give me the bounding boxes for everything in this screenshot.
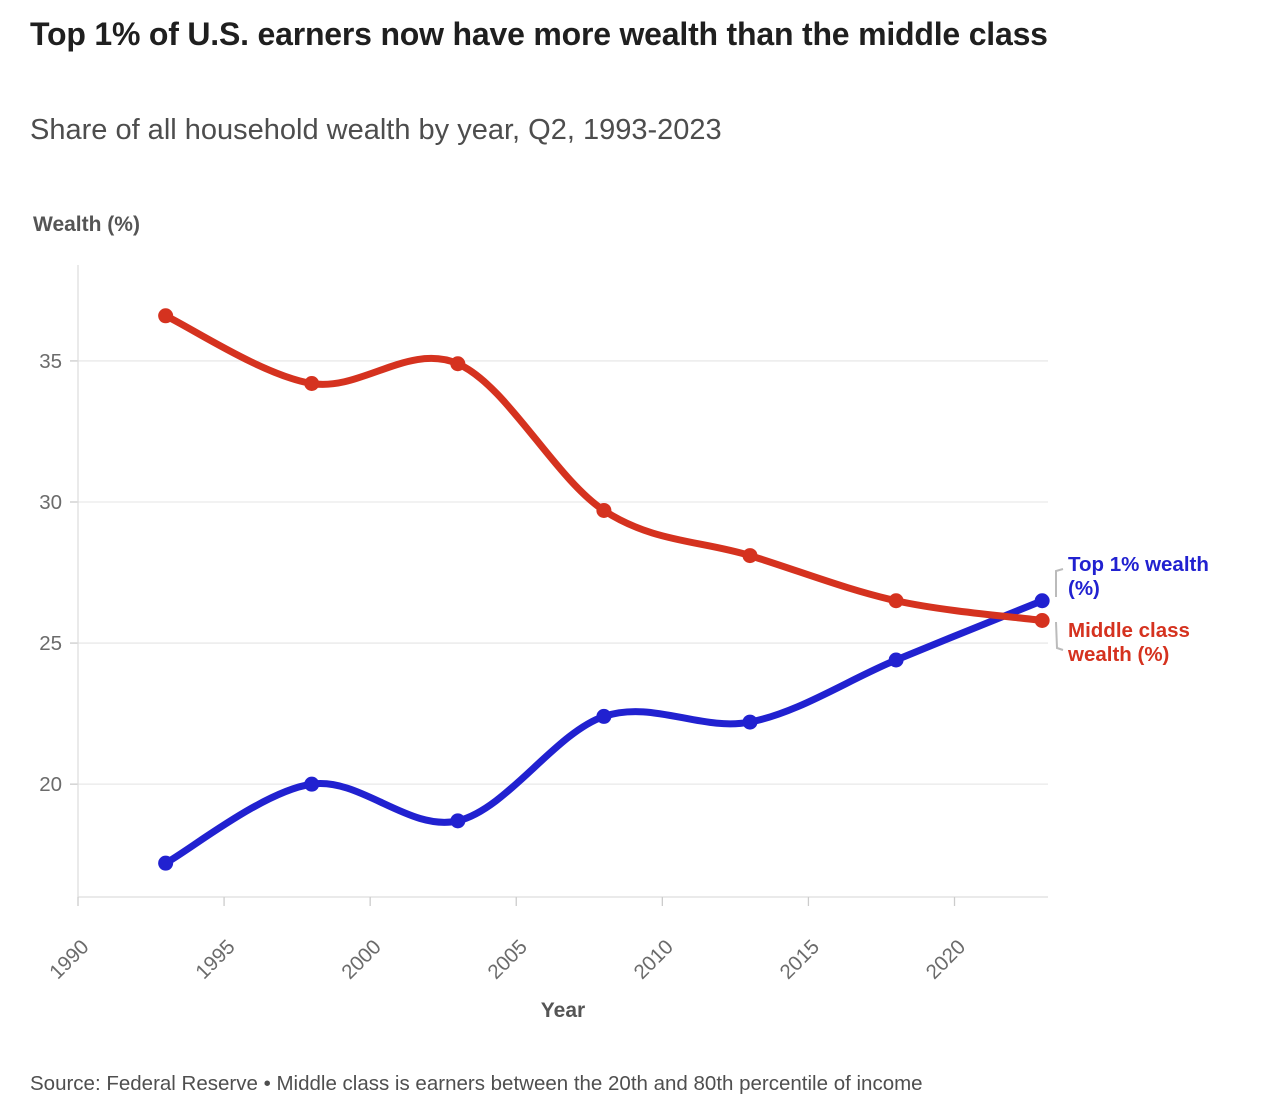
x-tick-label-2010: 2010 bbox=[629, 935, 678, 984]
data-point-0-2013 bbox=[742, 714, 758, 730]
data-point-0-2003 bbox=[450, 813, 466, 829]
x-tick-label-1990: 1990 bbox=[45, 935, 94, 984]
data-point-1-2003 bbox=[450, 356, 466, 372]
chart-title: Top 1% of U.S. earners now have more wea… bbox=[30, 16, 1048, 52]
legend-label-middle: Middle class wealth (%) bbox=[1068, 619, 1190, 666]
data-point-1-2018 bbox=[888, 593, 904, 609]
x-tick-label-2005: 2005 bbox=[483, 935, 532, 984]
x-tick-label-2020: 2020 bbox=[922, 935, 971, 984]
y-tick-label-35: 35 bbox=[39, 350, 62, 373]
data-point-0-1998 bbox=[304, 776, 320, 792]
source-note: Source: Federal Reserve • Middle class i… bbox=[30, 1072, 923, 1095]
data-point-1-1993 bbox=[158, 308, 174, 324]
x-tick-label-2000: 2000 bbox=[337, 935, 386, 984]
x-tick-label-1995: 1995 bbox=[191, 935, 240, 984]
y-axis-title: Wealth (%) bbox=[33, 213, 140, 236]
legend-connector-middle bbox=[1055, 621, 1064, 651]
data-point-1-1998 bbox=[304, 376, 320, 391]
data-point-0-1993 bbox=[158, 855, 174, 871]
data-point-0-2018 bbox=[888, 652, 904, 668]
legend-label-top1: Top 1% wealth (%) bbox=[1068, 553, 1209, 600]
y-tick-label-20: 20 bbox=[39, 773, 62, 796]
legend-connector-top1 bbox=[1055, 568, 1064, 597]
x-axis-title: Year bbox=[540, 999, 586, 1022]
data-point-0-2008 bbox=[596, 708, 612, 724]
series-line-0 bbox=[162, 597, 1046, 867]
data-point-1-2008 bbox=[596, 502, 612, 518]
x-tick-label-2015: 2015 bbox=[775, 935, 824, 984]
y-tick-label-30: 30 bbox=[39, 491, 62, 514]
data-point-1-2023 bbox=[1034, 613, 1050, 628]
y-tick-label-25: 25 bbox=[39, 632, 62, 655]
data-point-1-2013 bbox=[742, 548, 758, 564]
data-point-0-2023 bbox=[1034, 593, 1050, 609]
chart-subtitle: Share of all household wealth by year, Q… bbox=[30, 114, 722, 146]
